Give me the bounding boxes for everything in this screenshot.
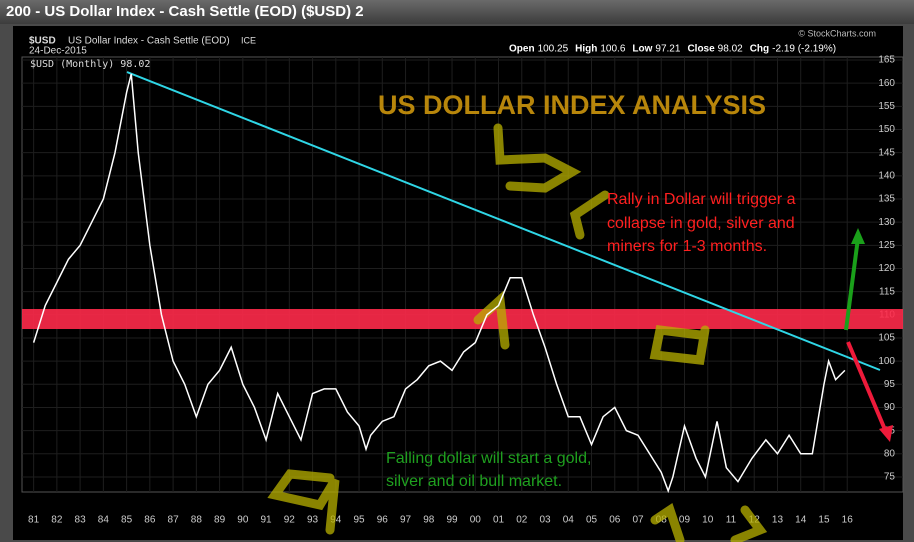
x-tick-label: 11 bbox=[726, 515, 737, 526]
x-tick-label: 84 bbox=[98, 515, 110, 526]
stats: Open 100.25 High 100.6 Low 97.21 Close 98.02 Chg… bbox=[509, 44, 836, 55]
x-tick-label: 03 bbox=[539, 515, 551, 526]
annotation-line: silver and oil bull market. bbox=[386, 473, 562, 490]
stat-label: Open bbox=[509, 44, 535, 55]
x-tick-label: 15 bbox=[818, 515, 830, 526]
stat-label: Low bbox=[632, 44, 652, 55]
stat-value: -2.19 (-2.19%) bbox=[772, 44, 836, 55]
annotation-line: Rally in Dollar will trigger a bbox=[607, 191, 796, 208]
resistance-band bbox=[22, 309, 903, 329]
y-tick-label: 165 bbox=[878, 55, 895, 66]
highlight-scribbles bbox=[267, 123, 768, 542]
stat-value: 100.6 bbox=[600, 44, 625, 55]
x-tick-label: 94 bbox=[330, 515, 342, 526]
x-tick-label: 91 bbox=[261, 515, 273, 526]
y-tick-label: 115 bbox=[879, 286, 895, 297]
y-tick-label: 80 bbox=[884, 448, 896, 459]
x-tick-label: 97 bbox=[400, 515, 412, 526]
x-tick-label: 86 bbox=[144, 515, 156, 526]
x-tick-label: 06 bbox=[609, 515, 621, 526]
y-tick-label: 140 bbox=[878, 170, 895, 181]
x-tick-label: 05 bbox=[586, 515, 598, 526]
scribble bbox=[493, 123, 582, 193]
y-tick-label: 130 bbox=[878, 217, 895, 228]
y-tick-label: 135 bbox=[878, 194, 895, 205]
y-tick-label: 125 bbox=[878, 240, 895, 251]
y-tick-label: 160 bbox=[878, 78, 895, 89]
x-tick-label: 02 bbox=[516, 515, 528, 526]
annotation-green: Falling dollar will start a gold, silver… bbox=[386, 450, 591, 490]
x-tick-label: 04 bbox=[563, 515, 575, 526]
date: 24-Dec-2015 bbox=[29, 46, 87, 57]
x-tick-label: 09 bbox=[679, 515, 691, 526]
symbol: $USD bbox=[29, 36, 56, 47]
grid: 75 80 85 90 95 100 105 11 01 15 120 125 130 135 140 145… bbox=[22, 55, 903, 526]
annotation-red: Rally in Dollar will trigger a collapse … bbox=[607, 191, 796, 255]
x-tick-label: 90 bbox=[237, 515, 249, 526]
watermark: © StockCharts.com bbox=[798, 28, 876, 38]
scribble bbox=[649, 325, 710, 365]
y-tick-label: 75 bbox=[884, 472, 896, 483]
x-tick-label: 96 bbox=[377, 515, 389, 526]
stat-value: 97.21 bbox=[655, 44, 680, 55]
stat-label: Close bbox=[687, 44, 715, 55]
green-arrow bbox=[844, 237, 860, 331]
scribble bbox=[730, 505, 768, 542]
stat-value: 98.02 bbox=[718, 44, 743, 55]
x-tick-label: 16 bbox=[842, 515, 854, 526]
y-tick-label: 105 bbox=[878, 333, 895, 344]
x-tick-label: 93 bbox=[307, 515, 319, 526]
y-tick-label: 145 bbox=[878, 147, 895, 158]
x-tick-label: 87 bbox=[168, 515, 180, 526]
stat-label: Chg bbox=[750, 44, 769, 55]
x-tick-label: 99 bbox=[446, 515, 458, 526]
x-tick-label: 89 bbox=[214, 515, 226, 526]
trend-line bbox=[126, 71, 881, 371]
y-tick-label: 150 bbox=[878, 124, 895, 135]
green-arrow-head bbox=[851, 228, 865, 244]
x-tick-label: 88 bbox=[191, 515, 203, 526]
window-title: 200 - US Dollar Index - Cash Settle (EOD… bbox=[6, 3, 364, 20]
legend-label: $USD (Monthly) 98.02 bbox=[30, 59, 150, 70]
series bbox=[32, 73, 846, 494]
x-tick-label: 81 bbox=[28, 515, 40, 526]
instrument: US Dollar Index - Cash Settle (EOD) bbox=[68, 36, 230, 47]
stat-value: 100.25 bbox=[538, 44, 569, 55]
annotation-line: miners for 1-3 months. bbox=[607, 238, 767, 255]
y-tick-label: 120 bbox=[878, 263, 895, 274]
scribble bbox=[569, 190, 610, 240]
x-tick-label: 98 bbox=[423, 515, 435, 526]
x-tick-label: 95 bbox=[353, 515, 365, 526]
scribble bbox=[473, 290, 510, 350]
y-tick-label: 100 bbox=[878, 356, 895, 367]
annotation-line: Falling dollar will start a gold, bbox=[386, 450, 591, 467]
y-tick-label: 95 bbox=[884, 379, 896, 390]
red-arrow bbox=[846, 341, 888, 433]
x-tick-label: 01 bbox=[493, 515, 505, 526]
scribble bbox=[650, 502, 685, 542]
annotation-line: collapse in gold, silver and bbox=[607, 215, 795, 232]
x-tick-label: 13 bbox=[772, 515, 784, 526]
scribble bbox=[267, 469, 340, 535]
x-tick-label: 14 bbox=[795, 515, 807, 526]
x-tick-label: 82 bbox=[51, 515, 63, 526]
price-line bbox=[32, 73, 846, 494]
analysis-title: US DOLLAR INDEX ANALYSIS bbox=[378, 90, 766, 120]
x-tick-label: 92 bbox=[284, 515, 296, 526]
x-tick-label: 00 bbox=[470, 515, 482, 526]
x-tick-label: 85 bbox=[121, 515, 133, 526]
exchange: ICE bbox=[241, 35, 256, 45]
x-tick-label: 07 bbox=[632, 515, 644, 526]
y-tick-label: 90 bbox=[884, 402, 896, 413]
y-tick-label: 155 bbox=[878, 101, 895, 112]
x-tick-label: 83 bbox=[75, 515, 87, 526]
stat-label: High bbox=[575, 44, 597, 55]
title-bar bbox=[0, 0, 914, 24]
red-arrow-head bbox=[879, 425, 893, 442]
x-tick-label: 10 bbox=[702, 515, 714, 526]
